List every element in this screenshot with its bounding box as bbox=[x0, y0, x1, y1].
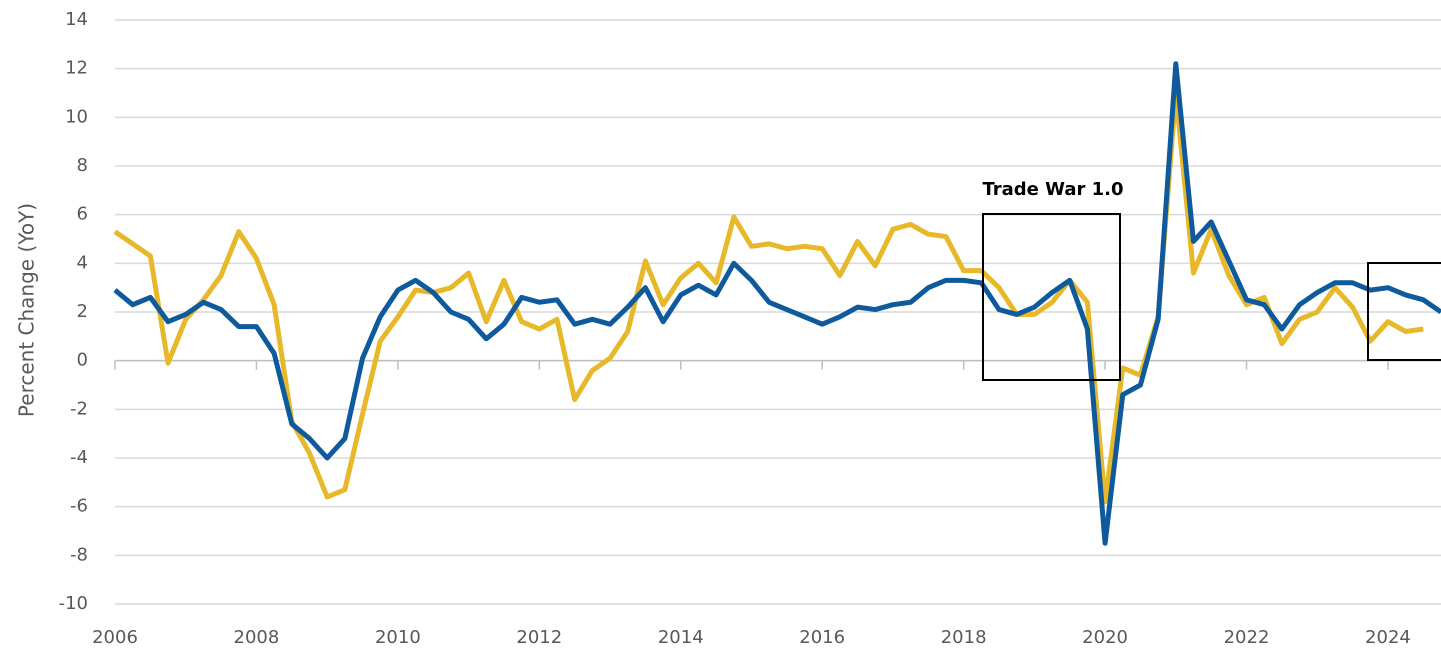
y-tick-label: 2 bbox=[77, 301, 88, 322]
y-tick-label: 12 bbox=[65, 58, 88, 79]
x-tick-label: 2020 bbox=[1082, 627, 1128, 648]
y-tick-label: 8 bbox=[77, 155, 88, 176]
y-tick-label: 10 bbox=[65, 106, 88, 127]
x-tick-label: 2008 bbox=[234, 627, 280, 648]
highlight-box bbox=[982, 213, 1121, 381]
y-tick-label: -2 bbox=[70, 398, 88, 419]
y-tick-label: 6 bbox=[77, 204, 88, 225]
x-tick-label: 2022 bbox=[1224, 627, 1270, 648]
x-tick-label: 2018 bbox=[941, 627, 987, 648]
y-tick-label: -8 bbox=[70, 544, 88, 565]
x-tick-label: 2012 bbox=[516, 627, 562, 648]
y-tick-label: -4 bbox=[70, 447, 88, 468]
y-tick-label: 4 bbox=[77, 252, 88, 273]
x-tick-label: 2014 bbox=[658, 627, 704, 648]
annotation: Trade War 1.0 bbox=[982, 179, 1123, 200]
highlight-box bbox=[1367, 262, 1441, 361]
y-tick-label: 14 bbox=[65, 9, 88, 30]
y-tick-label: 0 bbox=[77, 350, 88, 371]
x-tick-label: 2006 bbox=[92, 627, 138, 648]
y-tick-label: -10 bbox=[59, 593, 88, 614]
y-tick-label: -6 bbox=[70, 496, 88, 517]
y-axis-label: Percent Change (YoY) bbox=[15, 203, 39, 417]
series-line bbox=[113, 61, 1441, 546]
series-line bbox=[113, 90, 1424, 505]
x-tick-label: 2010 bbox=[375, 627, 421, 648]
x-tick-label: 2024 bbox=[1365, 627, 1411, 648]
x-tick-label: 2016 bbox=[799, 627, 845, 648]
